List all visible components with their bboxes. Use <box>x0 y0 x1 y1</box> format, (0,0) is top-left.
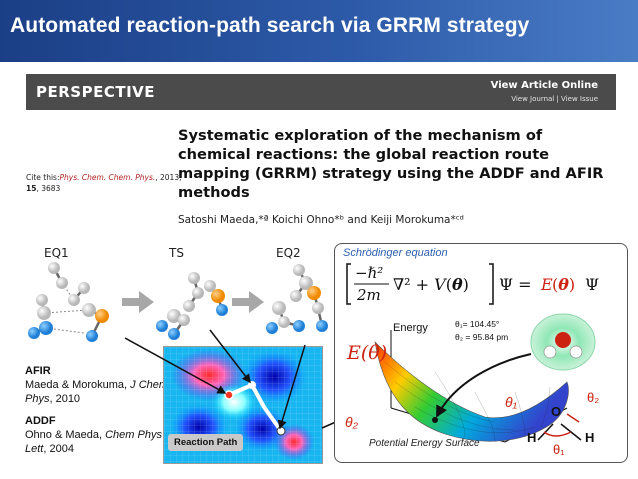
theta2-value: θ₂ = 95.84 pm <box>455 332 509 342</box>
references: AFIR Maeda & Morokuma, J Chem Phys, 2010… <box>25 364 175 456</box>
label-eq1: EQ1 <box>44 246 69 260</box>
atom-h-right-label: H <box>585 430 595 445</box>
atom-h-left-label: H <box>527 430 537 445</box>
citation: Cite this:Phys. Chem. Chem. Phys., 2013,… <box>26 173 182 193</box>
section-label: PERSPECTIVE <box>36 83 156 101</box>
reaction-path-label: Reaction Path <box>168 434 244 451</box>
molecule-ts <box>156 272 228 340</box>
pes-surface-plot <box>374 313 596 443</box>
schrodinger-heading: Schrödinger equation <box>343 247 448 259</box>
paper-excerpt: PERSPECTIVE View Article Online View Jou… <box>26 74 616 232</box>
curved-arrow-icon <box>436 353 532 418</box>
minimum-marker <box>432 417 438 423</box>
reference-afir: AFIR Maeda & Morokuma, J Chem Phys, 2010 <box>25 365 169 405</box>
paper-title: Systematic exploration of the mechanism … <box>178 127 604 201</box>
theta1-value: θ₁= 104.45° <box>455 319 500 329</box>
label-ts: TS <box>169 246 184 260</box>
view-online-link[interactable]: View Article Online <box>490 80 598 91</box>
paper-authors: Satoshi Maeda,*ª Koichi Ohno*ᵇ and Keiji… <box>178 214 464 226</box>
energy-symbol: E(θ) <box>347 342 388 364</box>
svg-text:∇² + V(θ): ∇² + V(θ) <box>393 275 469 294</box>
energy-surface <box>374 341 569 442</box>
schrodinger-panel: Schrödinger equation −ℏ² 2m ∇² + V(θ) Ψ … <box>334 243 628 463</box>
svg-text:Ψ: Ψ <box>585 275 599 294</box>
energy-axis-label: Energy <box>393 322 428 334</box>
hydrogen-atom-icon <box>543 345 557 359</box>
svg-text:(θ): (θ) <box>552 275 575 294</box>
arrow-right-icon <box>232 291 264 313</box>
svg-text:E: E <box>540 275 553 294</box>
molecule-eq1 <box>28 262 109 342</box>
hydrogen-atom-icon <box>569 345 583 359</box>
molecule-eq2 <box>266 264 328 334</box>
molecule-sequence: EQ1 TS EQ2 <box>14 238 344 353</box>
angle-theta2-label: θ₂ <box>587 390 600 405</box>
oxygen-atom-icon <box>555 332 571 348</box>
journal-band: PERSPECTIVE View Article Online View Jou… <box>26 74 616 110</box>
svg-text:Ψ =: Ψ = <box>499 275 532 294</box>
reference-addf: ADDF Ohno & Maeda, Chem Phys Lett, 2004 <box>25 415 162 455</box>
slide-header: Automated reaction-path search via GRRM … <box>0 0 638 62</box>
surface-label: Potential Energy Surface <box>369 438 480 449</box>
svg-text:−ℏ²: −ℏ² <box>355 264 383 282</box>
view-journal-link[interactable]: View Journal | View Issue <box>511 95 598 103</box>
label-eq2: EQ2 <box>276 246 301 260</box>
atom-o-label: O <box>551 404 562 419</box>
svg-text:2m: 2m <box>356 286 381 304</box>
arrow-right-icon <box>122 291 154 313</box>
schrodinger-equation: −ℏ² 2m ∇² + V(θ) Ψ = E (θ) Ψ <box>346 263 599 305</box>
molecule-drawings <box>28 262 328 342</box>
water-schematic <box>537 413 582 441</box>
reaction-path-line <box>228 382 283 433</box>
slide-title: Automated reaction-path search via GRRM … <box>10 14 530 37</box>
theta2-axis-label: θ₂ <box>345 414 358 430</box>
angle-theta1-label: θ₁ <box>553 442 565 457</box>
theta1-axis-label: θ₁ <box>505 394 518 410</box>
